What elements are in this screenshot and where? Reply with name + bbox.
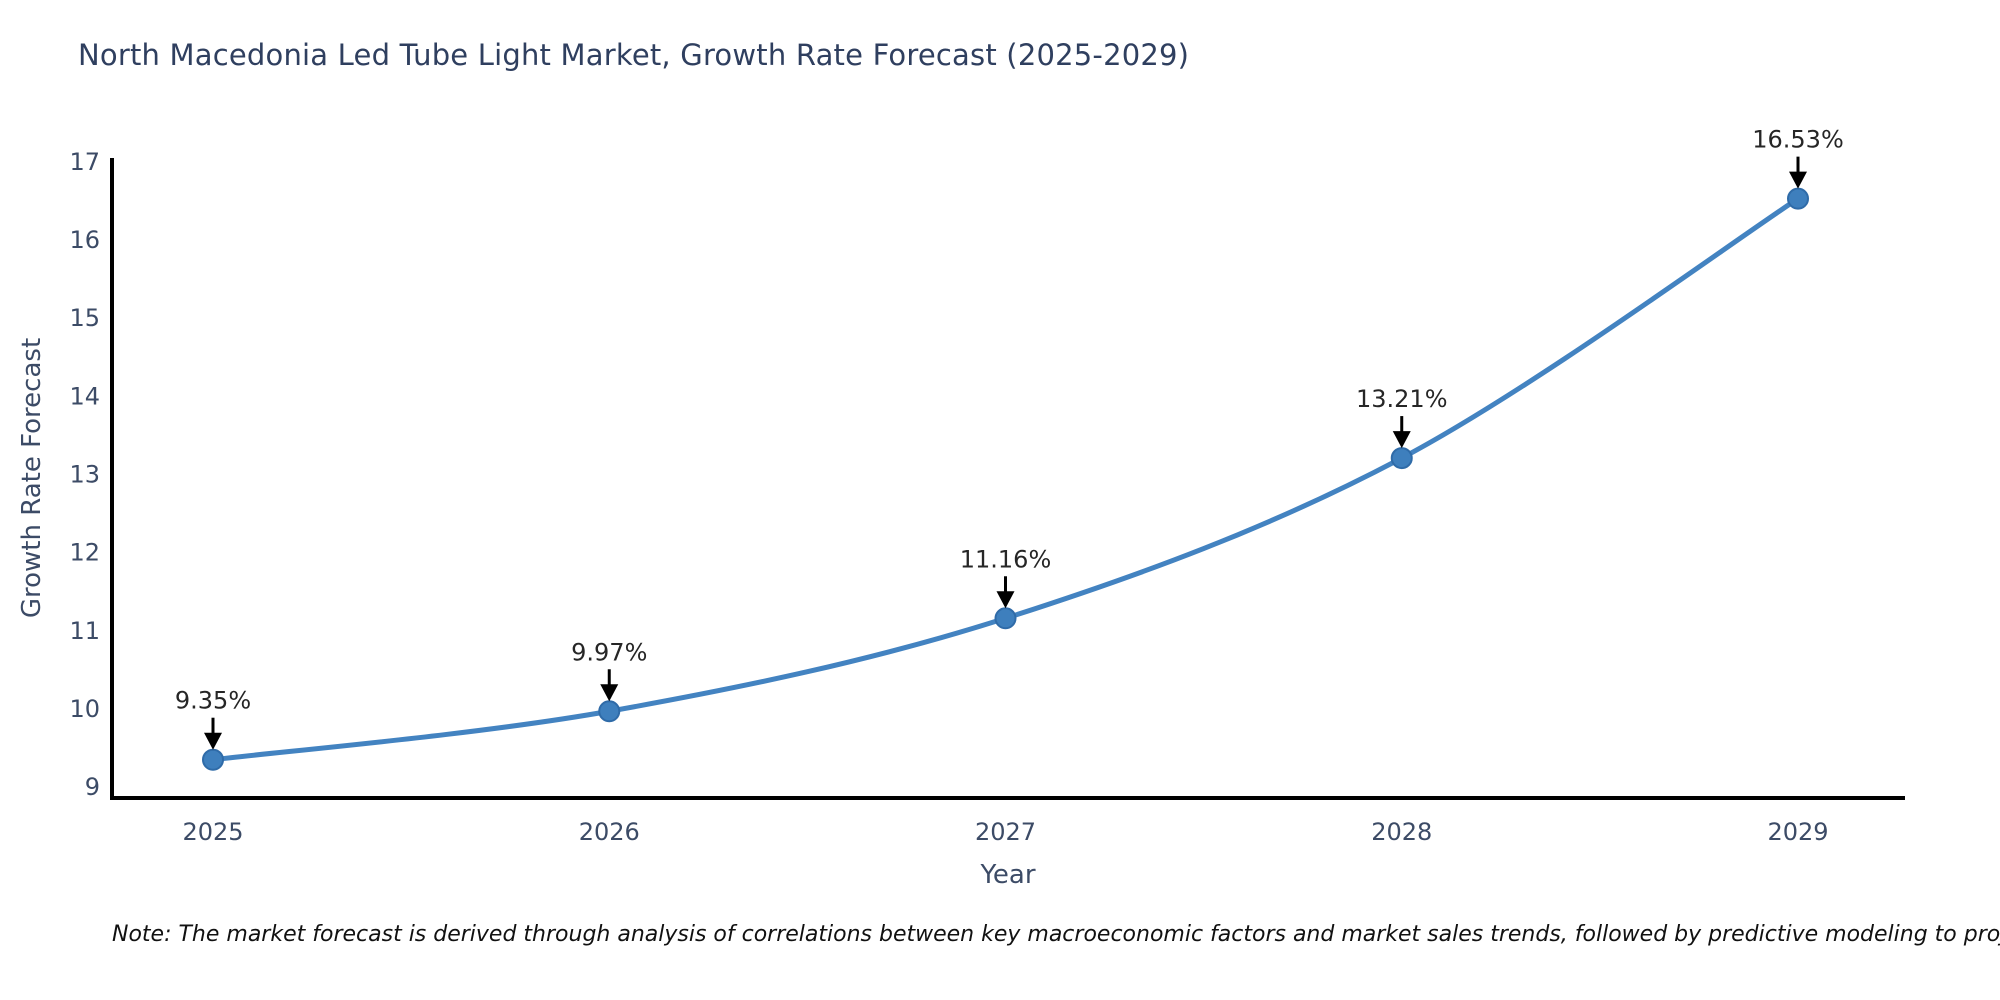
x-axis-title: Year [980,860,1036,890]
y-tick-label: 11 [69,617,100,645]
footnote: Note: The market forecast is derived thr… [112,922,2000,947]
y-tick-label: 10 [69,695,100,723]
x-tick-label: 2026 [579,818,640,846]
annotation-label: 9.97% [571,638,647,666]
x-tick-label: 2025 [182,818,243,846]
x-tick-label: 2029 [1767,818,1828,846]
annotation-label: 11.16% [960,545,1052,573]
data-point-marker [202,748,224,771]
data-point-marker [1390,447,1413,470]
trend-line [210,196,1801,763]
y-tick-label: 14 [69,382,100,410]
annotation-arrowhead [996,591,1015,609]
data-point-marker [598,700,621,723]
annotation-arrowhead [1789,171,1807,189]
chart-title: North Macedonia Led Tube Light Market, G… [78,38,1190,72]
annotation-arrowhead [600,684,619,702]
annotation-label: 13.21% [1356,385,1448,413]
data-point-marker [994,607,1017,630]
y-tick-label: 15 [69,304,100,332]
y-axis-title: Growth Rate Forecast [17,337,47,619]
y-tick-label: 12 [69,539,100,567]
annotation-arrowhead [204,732,222,750]
annotation-label: 9.35% [175,687,251,715]
y-tick-label: 16 [69,226,100,254]
x-tick-label: 2028 [1371,818,1432,846]
y-tick-label: 9 [85,773,100,801]
y-tick-label: 17 [69,148,100,176]
data-point-marker [1787,187,1809,210]
x-tick-label: 2027 [975,818,1036,846]
y-tick-label: 13 [69,460,100,488]
annotation-label: 16.53% [1752,126,1844,154]
annotation-arrowhead [1392,431,1411,449]
